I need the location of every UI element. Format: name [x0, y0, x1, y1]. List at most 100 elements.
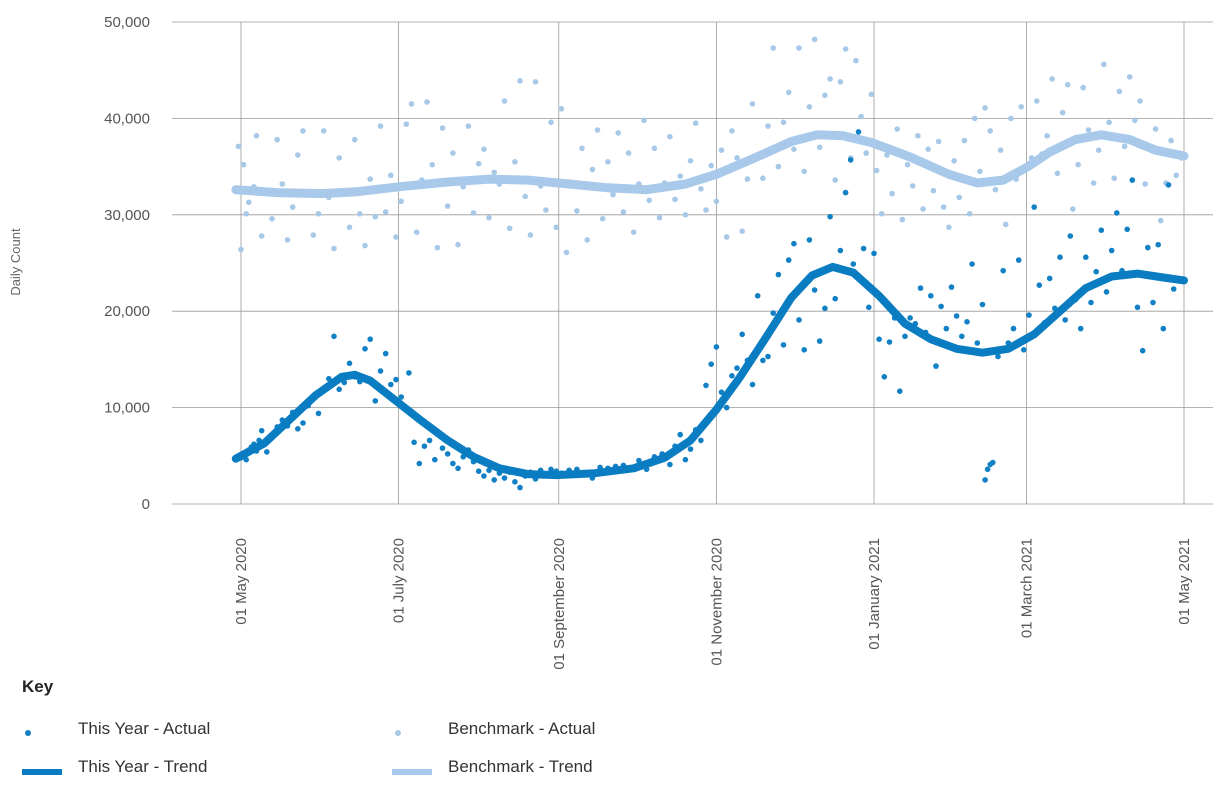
this-year-actual-point: [1129, 177, 1136, 183]
benchmark-actual-point: [1075, 161, 1081, 168]
this-year-actual-point: [785, 257, 792, 263]
this-year-trend-line: [231, 262, 1188, 480]
this-year-actual-point: [827, 213, 833, 220]
benchmark-actual-point: [444, 203, 451, 209]
benchmark-actual-point: [832, 177, 838, 183]
benchmark-actual-point: [641, 117, 647, 124]
benchmark-actual-point: [243, 211, 249, 217]
benchmark-actual-point: [450, 150, 456, 156]
this-year-actual-point: [811, 287, 818, 293]
benchmark-actual-point: [842, 46, 849, 52]
this-year-actual-point: [718, 389, 725, 396]
this-year-actual-point: [362, 346, 368, 352]
this-year-actual-point: [832, 295, 838, 302]
benchmark-actual-point: [424, 99, 430, 105]
benchmark-actual-point: [377, 123, 384, 129]
benchmark-actual-point: [279, 181, 286, 187]
y-tick-label: 40,000: [104, 110, 150, 127]
benchmark-actual-point: [372, 213, 379, 220]
legend-label: This Year - Actual: [78, 719, 211, 738]
this-year-actual-point: [943, 325, 950, 332]
this-year-actual-point: [860, 245, 867, 252]
this-year-actual-point: [421, 443, 428, 450]
benchmark-actual-point: [1137, 98, 1143, 104]
this-year-actual-point: [1139, 347, 1146, 354]
benchmark-actual-point: [1142, 181, 1148, 187]
this-year-actual-point: [687, 446, 694, 452]
benchmark-actual-point: [822, 92, 828, 99]
benchmark-actual-point: [1008, 115, 1014, 122]
this-year-actual-point: [393, 376, 399, 383]
benchmark-actual-point: [465, 123, 472, 129]
benchmark-actual-point: [739, 228, 745, 234]
benchmark-actual-point: [770, 45, 776, 51]
this-year-actual-point: [331, 333, 337, 340]
benchmark-actual-point: [362, 242, 368, 249]
benchmark-actual-point: [1095, 147, 1102, 153]
benchmark-actual-point: [584, 237, 590, 243]
this-year-actual-point: [1067, 233, 1074, 239]
this-year-actual-point-group: [238, 129, 1182, 491]
x-axis-ticks: 01 May 2020 01 July 2020 01 September 2020…: [233, 538, 1193, 670]
this-year-actual-point: [964, 319, 970, 325]
benchmark-actual-point: [1173, 172, 1179, 179]
benchmark-actual-point: [878, 211, 885, 217]
benchmark-actual-point: [543, 207, 549, 213]
this-year-actual-point: [974, 340, 981, 346]
benchmark-actual-point: [506, 225, 513, 232]
this-year-actual-point: [548, 466, 554, 473]
benchmark-actual-point: [284, 237, 291, 243]
this-year-actual-point: [398, 394, 405, 400]
this-year-actual-point: [979, 301, 986, 308]
benchmark-actual-point: [889, 190, 895, 197]
benchmark-actual-point: [238, 246, 244, 253]
benchmark-actual-point: [320, 128, 327, 134]
benchmark-actual-point: [930, 187, 937, 194]
benchmark-actual-point: [336, 155, 343, 161]
this-year-actual-point: [953, 313, 960, 319]
benchmark-actual-point: [946, 224, 952, 231]
benchmark-actual-point: [408, 101, 415, 107]
benchmark-actual-point: [481, 146, 487, 152]
benchmark-actual-point: [811, 36, 818, 43]
this-year-actual-point: [866, 304, 872, 311]
benchmark-actual-point: [646, 197, 652, 204]
this-year-actual-point: [760, 357, 766, 364]
benchmark-actual-point: [816, 144, 823, 151]
benchmark-actual-point: [703, 207, 709, 213]
this-year-actual-point: [1124, 226, 1130, 233]
this-year-actual-point: [984, 466, 991, 473]
this-year-actual-point: [300, 420, 306, 426]
benchmark-actual-point: [1059, 109, 1066, 116]
benchmark-actual-point: [475, 160, 482, 167]
benchmark-actual-point: [997, 147, 1004, 153]
this-year-actual-point: [1077, 325, 1084, 332]
this-year-actual-point: [1170, 286, 1177, 292]
chart-series: [231, 36, 1189, 491]
benchmark-actual-point: [651, 145, 658, 152]
benchmark-actual-point: [1064, 81, 1071, 88]
this-year-actual-point: [411, 439, 417, 446]
this-year-actual-point: [295, 426, 301, 432]
benchmark-actual-point: [1018, 104, 1024, 110]
benchmark-actual-point: [574, 208, 580, 214]
benchmark-actual-point: [429, 161, 436, 168]
this-year-actual-swatch: [25, 730, 31, 736]
this-year-actual-point: [876, 336, 882, 343]
y-tick-label: 10,000: [104, 400, 150, 417]
x-tick-label: 01 September 2020: [551, 538, 568, 670]
this-year-actual-point: [842, 189, 849, 196]
benchmark-actual-point: [367, 176, 374, 182]
benchmark-actual-point: [388, 172, 394, 179]
x-tick-label: 01 May 2021: [1176, 538, 1193, 625]
benchmark-actual-point: [827, 76, 833, 82]
benchmark-actual-point: [951, 158, 957, 164]
benchmark-actual-point: [1033, 98, 1040, 104]
benchmark-actual-point: [920, 206, 926, 212]
this-year-actual-point: [341, 379, 348, 386]
benchmark-actual-point: [486, 214, 492, 221]
this-year-actual-point: [1134, 304, 1141, 311]
benchmark-actual-point: [1116, 88, 1123, 95]
this-year-actual-point: [1114, 210, 1120, 216]
this-year-actual-point: [780, 342, 787, 348]
